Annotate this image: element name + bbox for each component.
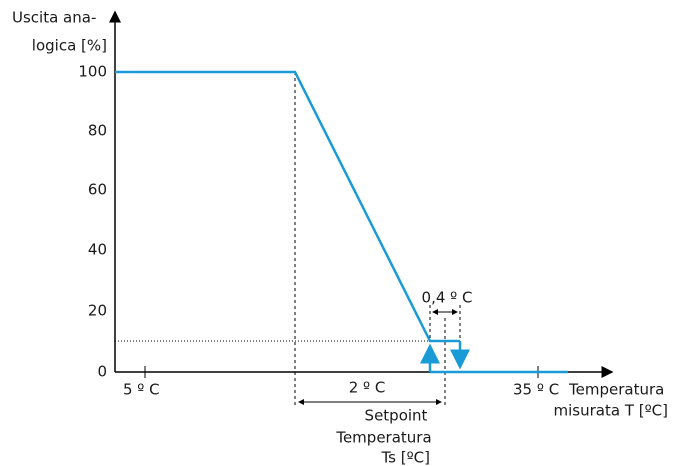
axes	[109, 10, 614, 378]
setpoint-label: Ts [ºC]	[380, 449, 430, 466]
setpoint-label: Temperatura	[335, 429, 431, 447]
y-tick-label: 60	[88, 181, 107, 199]
y-tick-label: 100	[78, 63, 107, 81]
curve	[115, 70, 568, 374]
x-title: Temperatura	[568, 381, 664, 399]
x-label: 5 º C	[123, 381, 160, 399]
y-label: logica [%]	[32, 37, 107, 55]
guides	[115, 72, 461, 406]
y-label: Uscita ana-	[12, 9, 96, 27]
y-tick-label: 20	[88, 302, 107, 320]
x-title: misurata T [ºC]	[554, 402, 668, 420]
band-label: 2 º C	[349, 379, 386, 397]
setpoint-label: Setpoint	[365, 407, 428, 425]
hysteresis-label: 0,4 º C	[422, 289, 473, 307]
x-label: 35 º C	[513, 381, 559, 399]
y-tick-label: 80	[88, 122, 107, 140]
y-tick-label: 40	[88, 241, 107, 259]
y-tick-label: 0	[97, 363, 107, 381]
